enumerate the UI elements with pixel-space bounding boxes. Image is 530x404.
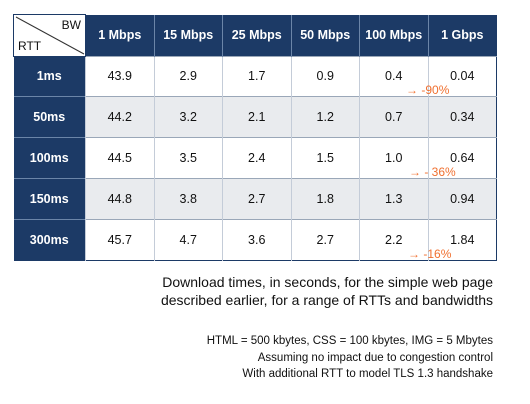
table-cell: 0.9 bbox=[290, 55, 360, 97]
table-header-row: BW RTT 1 Mbps 15 Mbps 25 Mbps 50 Mbps 10… bbox=[13, 14, 497, 57]
table-row: 300ms 45.7 4.7 3.6 2.7 2.2 1.84 bbox=[13, 219, 497, 261]
table-cell: 2.2 bbox=[359, 219, 428, 261]
table-cell: 1.84 bbox=[427, 219, 497, 261]
table-cell: 3.8 bbox=[153, 178, 223, 220]
table-cell: 0.04 bbox=[427, 55, 497, 97]
table-caption: Download times, in seconds, for the simp… bbox=[161, 273, 493, 309]
reduction-annotation-1ms: → -90% bbox=[406, 84, 449, 96]
row-header: 1ms bbox=[13, 55, 86, 97]
table-cell: 3.5 bbox=[153, 137, 223, 179]
reduction-label: -16% bbox=[423, 247, 452, 261]
reduction-annotation-300ms: → -16% bbox=[408, 248, 451, 260]
corner-col-label: BW bbox=[61, 18, 81, 32]
table-cell: 4.7 bbox=[153, 219, 223, 261]
right-arrow-icon: → bbox=[408, 247, 420, 261]
table-cell: 3.2 bbox=[153, 96, 223, 138]
corner-diagonal-line bbox=[15, 16, 85, 55]
row-header: 50ms bbox=[13, 96, 86, 138]
column-header: 100 Mbps bbox=[359, 14, 428, 56]
table-cell: 3.6 bbox=[222, 219, 291, 261]
table-cell: 2.9 bbox=[153, 55, 223, 97]
column-header: 50 Mbps bbox=[290, 14, 360, 56]
table-cell: 0.34 bbox=[427, 96, 497, 138]
table-cell: 0.64 bbox=[427, 137, 497, 179]
table-cell: 1.5 bbox=[290, 137, 360, 179]
corner-row-label: RTT bbox=[18, 38, 42, 53]
table-row: 50ms 44.2 3.2 2.1 1.2 0.7 0.34 bbox=[13, 96, 497, 138]
table-cell: 2.7 bbox=[290, 219, 360, 261]
reduction-label: - 36% bbox=[424, 165, 456, 179]
row-header: 150ms bbox=[13, 178, 86, 220]
right-arrow-icon: → bbox=[406, 83, 418, 97]
table-cell: 2.7 bbox=[222, 178, 291, 220]
table-cell: 45.7 bbox=[85, 219, 154, 261]
table-row: 1ms 43.9 2.9 1.7 0.9 0.4 0.04 bbox=[13, 55, 497, 97]
caption-line: described earlier, for a range of RTTs a… bbox=[160, 292, 493, 308]
download-times-table: BW RTT 1 Mbps 15 Mbps 25 Mbps 50 Mbps 10… bbox=[13, 14, 497, 261]
table-cell: 1.2 bbox=[290, 96, 360, 138]
reduction-annotation-100ms: → - 36% bbox=[409, 166, 456, 178]
table-cell: 44.5 bbox=[85, 137, 154, 179]
row-header: 100ms bbox=[13, 137, 86, 179]
table-row: 150ms 44.8 3.8 2.7 1.8 1.3 0.94 bbox=[13, 178, 497, 220]
table-cell: 0.94 bbox=[427, 178, 497, 220]
table-cell: 43.9 bbox=[85, 55, 154, 97]
column-header: 15 Mbps bbox=[153, 14, 223, 56]
table-cell: 2.1 bbox=[222, 96, 291, 138]
table-cell: 1.0 bbox=[359, 137, 428, 179]
row-header: 300ms bbox=[13, 219, 86, 261]
table-cell: 1.8 bbox=[290, 178, 360, 220]
table-cell: 1.7 bbox=[222, 55, 291, 97]
caption-line: Download times, in seconds, for the simp… bbox=[162, 274, 493, 290]
column-header: 1 Gbps bbox=[427, 14, 497, 56]
note-line: With additional RTT to model TLS 1.3 han… bbox=[242, 368, 493, 380]
table-cell: 1.3 bbox=[359, 178, 428, 220]
note-line: HTML = 500 kbytes, CSS = 100 kbytes, IMG… bbox=[206, 335, 493, 347]
assumption-notes: HTML = 500 kbytes, CSS = 100 kbytes, IMG… bbox=[207, 333, 493, 383]
table-cell: 0.7 bbox=[359, 96, 428, 138]
table-row: 100ms 44.5 3.5 2.4 1.5 1.0 0.64 bbox=[13, 137, 497, 179]
note-line: Assuming no impact due to congestion con… bbox=[257, 351, 493, 364]
table-cell: 44.8 bbox=[85, 178, 154, 220]
table-cell: 2.4 bbox=[222, 137, 291, 179]
table-corner-cell: BW RTT bbox=[13, 14, 86, 57]
right-arrow-icon: → bbox=[409, 165, 421, 179]
reduction-label: -90% bbox=[421, 83, 450, 97]
column-header: 25 Mbps bbox=[222, 14, 291, 56]
column-header: 1 Mbps bbox=[85, 14, 154, 56]
table-cell: 44.2 bbox=[85, 96, 154, 138]
table-cell: 0.4 bbox=[359, 55, 428, 97]
